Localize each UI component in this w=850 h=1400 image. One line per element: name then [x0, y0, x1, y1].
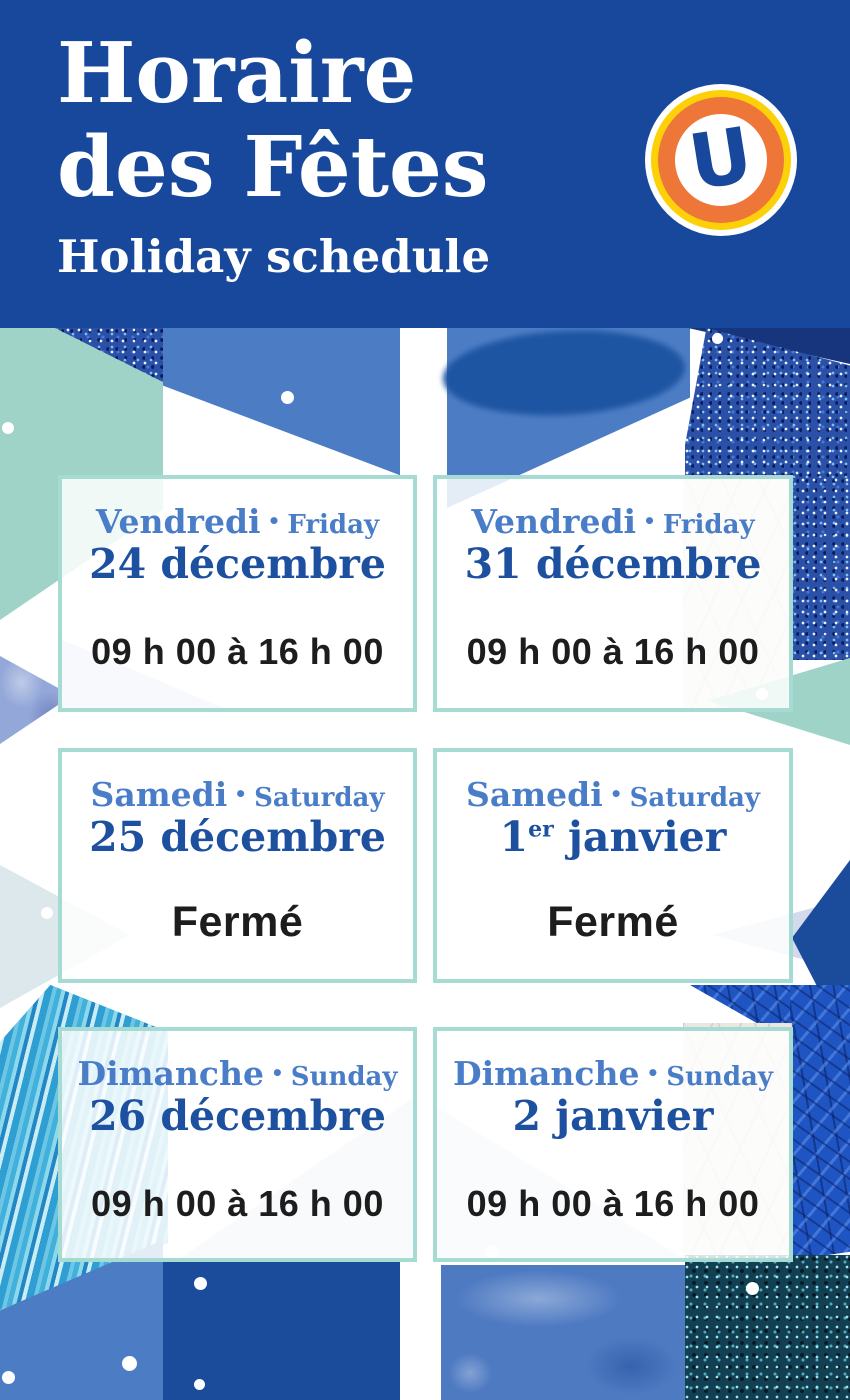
- bullet-separator: •: [267, 509, 281, 533]
- schedule-card-dec24: Vendredi • Friday 24 décembre 09 h 00 à 16…: [58, 475, 417, 712]
- day-line: Vendredi • Friday: [437, 502, 789, 541]
- bullet-separator: •: [646, 1061, 660, 1085]
- bullet-separator: •: [609, 782, 623, 806]
- bullet-separator: •: [234, 782, 248, 806]
- hours-text: 09 h 00 à 16 h 00: [466, 631, 760, 672]
- logo-center-circle-icon: [675, 114, 767, 206]
- date-line: 2 janvier: [437, 1094, 789, 1139]
- closed-text: Fermé: [547, 898, 679, 946]
- white-dot: [746, 1282, 759, 1295]
- page-subtitle: Holiday schedule: [57, 230, 491, 283]
- bg-glitter-teal-bottom-right: [685, 1255, 850, 1400]
- schedule-card-dec31: Vendredi • Friday 31 décembre 09 h 00 à 16…: [433, 475, 793, 712]
- white-dot: [122, 1356, 137, 1371]
- date-text-rest: janvier: [553, 813, 727, 861]
- bullet-separator: •: [643, 509, 656, 533]
- date-text: 24 décembre: [89, 540, 386, 588]
- date-text: 25 décembre: [89, 813, 386, 861]
- white-dot: [41, 907, 53, 919]
- white-dot: [194, 1277, 207, 1290]
- date-superscript: er: [528, 816, 554, 843]
- logo-u-letter-icon: U: [683, 109, 759, 207]
- page-title-line2: des Fêtes: [57, 118, 489, 216]
- hours-text: 09 h 00 à 16 h 00: [91, 1183, 384, 1224]
- date-line: 1er janvier: [437, 815, 789, 860]
- page-title-line1: Horaire: [57, 24, 417, 122]
- bg-glitter-strip-right: [790, 478, 850, 660]
- white-dot: [712, 333, 723, 344]
- date-line: 24 décembre: [62, 542, 413, 587]
- day-name-en: Friday: [662, 510, 755, 540]
- day-name-en: Saturday: [629, 783, 760, 813]
- header: Horaire des Fêtes Holiday schedule U: [0, 0, 850, 328]
- day-name-en: Friday: [287, 510, 380, 540]
- day-line: Samedi • Saturday: [62, 775, 413, 814]
- white-dot: [2, 1371, 15, 1384]
- date-text: 31 décembre: [464, 540, 762, 588]
- hours-text: 09 h 00 à 16 h 00: [91, 631, 384, 672]
- date-text: 26 décembre: [89, 1092, 386, 1140]
- day-line: Vendredi • Friday: [62, 502, 413, 541]
- date-line: 25 décembre: [62, 815, 413, 860]
- date-text: 2 janvier: [512, 1092, 714, 1140]
- day-name-en: Saturday: [254, 783, 385, 813]
- day-name-fr: Dimanche: [452, 1054, 640, 1093]
- uniprix-logo: U: [645, 84, 797, 236]
- bg-watercolor-rect-bottom: [441, 1265, 685, 1400]
- day-name-fr: Dimanche: [77, 1054, 264, 1093]
- date-line: 31 décembre: [437, 542, 789, 587]
- white-dot: [281, 391, 294, 404]
- day-name-fr: Samedi: [466, 775, 603, 814]
- white-dot: [194, 1379, 205, 1390]
- closed-text: Fermé: [171, 898, 304, 946]
- day-line: Dimanche • Sunday: [62, 1054, 413, 1093]
- day-name-fr: Vendredi: [471, 502, 637, 541]
- bg-blue-polygon-top-center-left: [163, 328, 400, 476]
- day-name-fr: Vendredi: [95, 502, 261, 541]
- day-line: Samedi • Saturday: [437, 775, 789, 814]
- date-text: 1: [499, 813, 529, 861]
- schedule-card-dec25: Samedi • Saturday 25 décembre Fermé: [58, 748, 417, 983]
- white-dot: [2, 422, 14, 434]
- day-name-en: Sunday: [290, 1062, 398, 1092]
- page-title: Horaire des Fêtes: [57, 26, 489, 214]
- day-line: Dimanche • Sunday: [437, 1054, 789, 1093]
- bg-rock-panel-right: [790, 985, 850, 1261]
- hours-text: 09 h 00 à 16 h 00: [466, 1183, 760, 1224]
- date-line: 26 décembre: [62, 1094, 413, 1139]
- schedule-card-jan2: Dimanche • Sunday 2 janvier 09 h 00 à 16 h…: [433, 1027, 793, 1262]
- day-name-en: Sunday: [666, 1062, 774, 1092]
- bullet-separator: •: [271, 1061, 284, 1085]
- day-name-fr: Samedi: [90, 775, 228, 814]
- schedule-card-dec26: Dimanche • Sunday 26 décembre 09 h 00 à 16…: [58, 1027, 417, 1262]
- schedule-card-jan1: Samedi • Saturday 1er janvier Fermé: [433, 748, 793, 983]
